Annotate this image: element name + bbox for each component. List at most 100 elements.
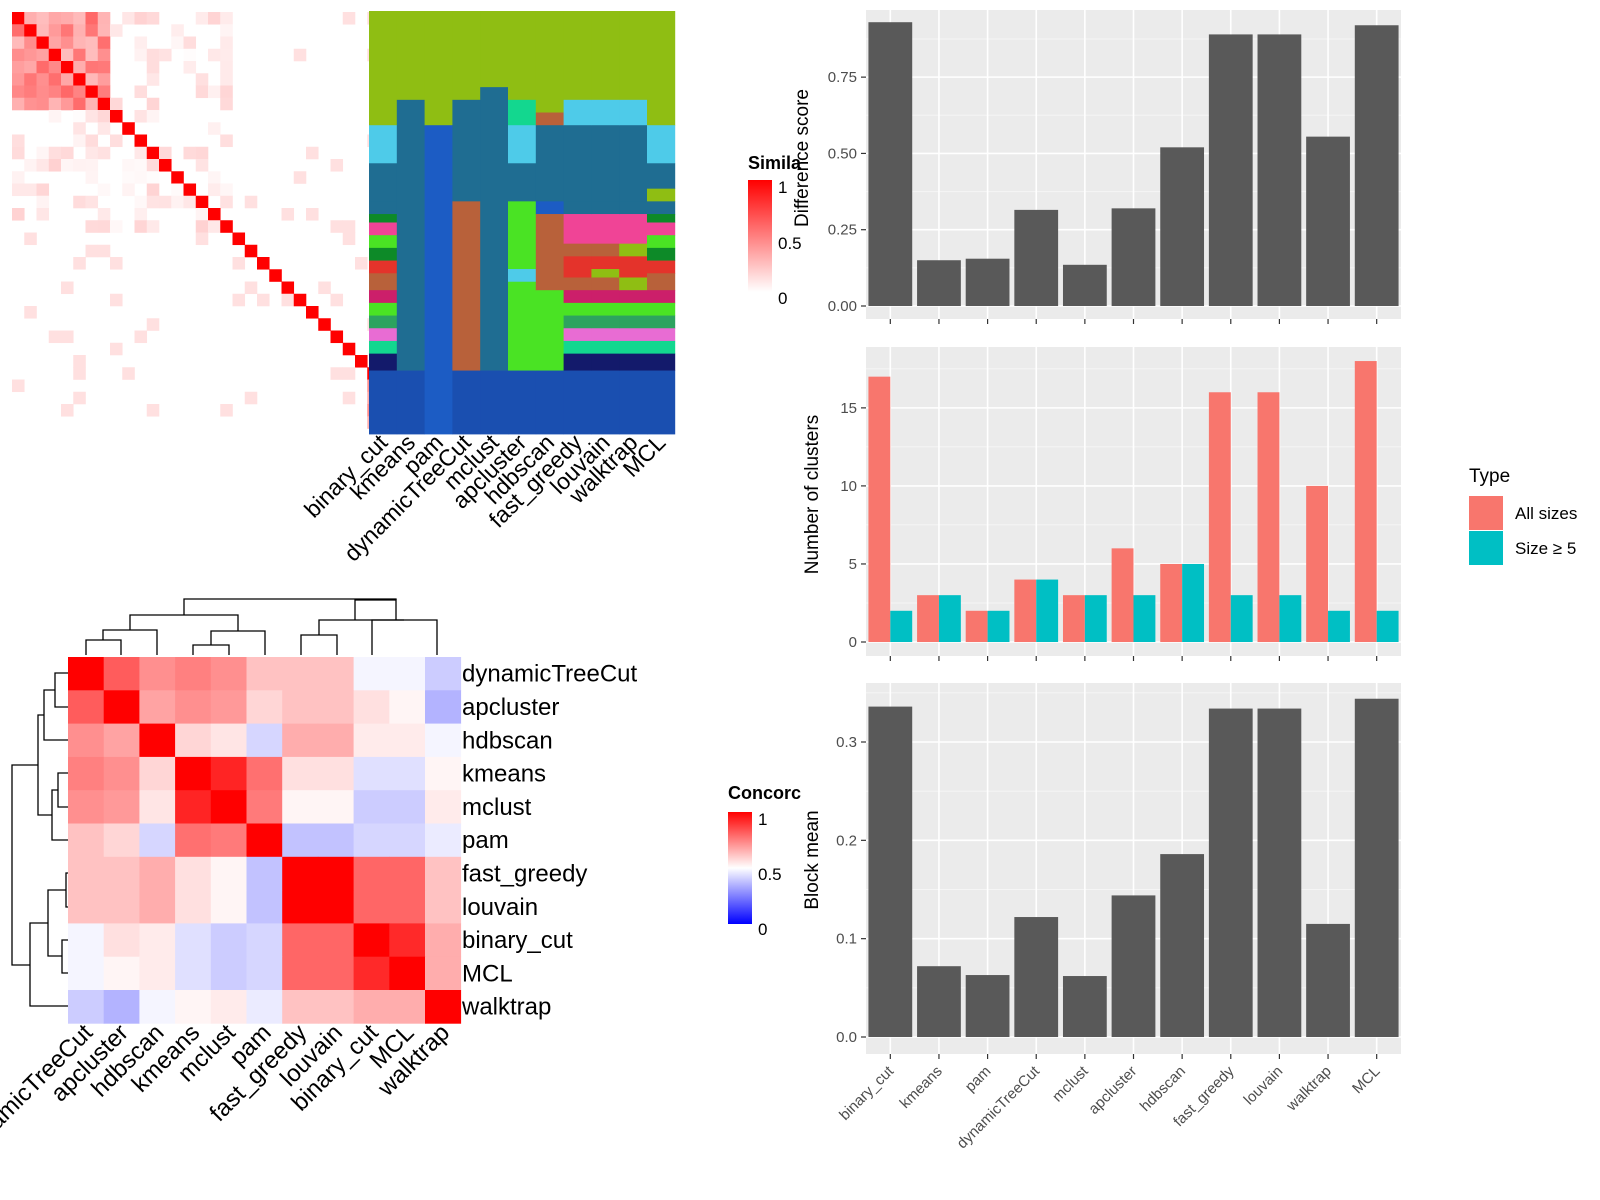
cluster-cell — [563, 214, 592, 245]
similarity-cell — [36, 85, 50, 99]
similarity-cell — [12, 146, 25, 160]
similarity-cell — [24, 61, 37, 74]
cluster-cell — [563, 340, 592, 355]
legend-label-size-5: Size ≥ 5 — [1515, 539, 1576, 558]
similarity-cell — [48, 330, 62, 344]
cluster-assignment-matrix — [369, 11, 676, 435]
concordance-cell — [175, 657, 212, 691]
bar — [1036, 579, 1059, 642]
cluster-cell — [563, 201, 592, 215]
concordance-cell — [317, 657, 354, 691]
similarity-cell — [97, 12, 111, 25]
similarity-cell — [293, 48, 307, 62]
similarity-cell — [220, 134, 233, 148]
similarity-cell — [97, 85, 111, 99]
concordance-cell — [353, 756, 390, 791]
concordance-cell — [389, 756, 426, 791]
concordance-cell — [246, 923, 283, 958]
similarity-cell — [61, 12, 74, 25]
y-tick-label: 0.00 — [828, 298, 857, 315]
bar — [938, 595, 961, 642]
dendrogram-branch — [11, 764, 38, 966]
concordance-cell — [282, 823, 319, 858]
concordance-cell — [389, 923, 426, 958]
concordance-cell — [103, 923, 140, 958]
similarity-cell — [85, 12, 99, 25]
similarity-cell — [122, 12, 135, 25]
cluster-cell — [591, 11, 620, 101]
dendrogram-branch — [371, 619, 438, 655]
bar — [1354, 361, 1377, 642]
dendrogram-branch — [354, 599, 397, 620]
similarity-cell — [24, 159, 37, 172]
concordance-cell — [68, 790, 105, 824]
bar — [1014, 917, 1059, 1037]
concordance-cell — [210, 890, 247, 924]
cluster-cell — [591, 201, 620, 215]
concordance-column-labels: dynamicTreeCutapclusterhdbscankmeansmclu… — [0, 1019, 455, 1162]
similarity-cell — [36, 48, 50, 62]
similarity-cell — [244, 281, 258, 295]
similarity-cell — [220, 61, 233, 74]
bar — [1062, 264, 1107, 306]
concordance-cell — [68, 923, 105, 958]
similarity-cell — [85, 36, 99, 50]
similarity-cell — [220, 220, 233, 233]
cluster-cell — [508, 125, 537, 164]
similarity-cell — [134, 208, 148, 221]
similarity-cell — [12, 36, 25, 50]
x-category-label: mclust — [1049, 1062, 1092, 1105]
concordance-cell — [175, 690, 212, 724]
cluster-cell — [591, 302, 620, 316]
similarity-cell — [97, 244, 111, 258]
similarity-cell — [306, 306, 319, 319]
similarity-cell — [134, 12, 148, 25]
cluster-cell — [369, 214, 398, 223]
concordance-cell — [103, 990, 140, 1024]
similarity-cell — [73, 122, 86, 135]
similarity-cell — [12, 134, 25, 148]
bar-chart-panels: 0.00 0.25 0.50 0.75 Difference score 0 5 10 15 Nu… — [792, 10, 1401, 1152]
concordance-cell — [246, 990, 283, 1024]
similarity-cell — [171, 36, 184, 50]
concordance-cell — [389, 990, 426, 1024]
similarity-cell — [97, 36, 111, 50]
cluster-cell — [647, 201, 676, 215]
cluster-cell — [508, 163, 537, 202]
cluster-cell — [369, 315, 398, 329]
concordance-cell — [353, 990, 390, 1024]
concordance-cell — [282, 956, 319, 991]
similarity-cell — [61, 146, 74, 160]
similarity-cell — [110, 97, 123, 111]
similarity-cell — [122, 367, 135, 380]
cluster-cell — [369, 125, 398, 164]
similarity-legend-tick: 0 — [778, 289, 787, 308]
concordance-legend-tick: 0.5 — [758, 865, 782, 884]
similarity-cell — [36, 159, 50, 172]
similarity-cell — [73, 159, 86, 172]
similarity-cell — [36, 61, 50, 74]
concordance-cell — [210, 823, 247, 858]
similarity-cell — [342, 367, 356, 380]
similarity-cell — [146, 110, 160, 123]
similarity-cell — [73, 85, 86, 99]
similarity-cell — [208, 171, 221, 184]
concordance-cell — [139, 823, 176, 858]
similarity-cell — [146, 146, 160, 160]
concordance-cell — [139, 990, 176, 1024]
bar — [868, 376, 891, 642]
cluster-cell — [563, 277, 592, 291]
similarity-cell — [12, 183, 25, 197]
similarity-cell — [97, 73, 111, 86]
similarity-cell — [24, 183, 37, 197]
similarity-cell — [12, 379, 25, 393]
bar — [1230, 595, 1253, 642]
similarity-cell — [97, 61, 111, 74]
similarity-cell — [171, 183, 184, 197]
dendrogram-branch — [54, 672, 68, 708]
similarity-cell — [97, 183, 111, 197]
concordance-cell — [425, 990, 462, 1024]
similarity-cell — [48, 48, 62, 62]
similarity-cell — [220, 12, 233, 25]
bar-panel-3: 0.0 0.1 0.2 0.3 Block mean binary_cut kmeans pa… — [802, 683, 1401, 1152]
